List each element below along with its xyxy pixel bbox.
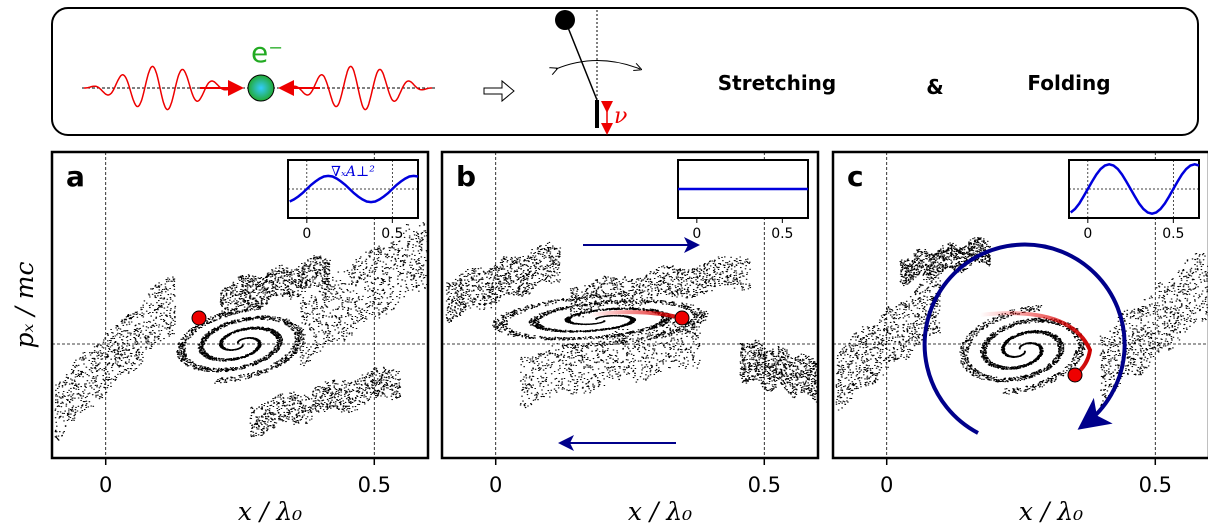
x-tick-label: 0 [489, 473, 502, 497]
plot-area [442, 152, 818, 458]
phase-space-points [445, 241, 818, 409]
x-axis-label: x / λ₀ [628, 497, 692, 525]
swing-arrow [556, 60, 640, 70]
phase-space-points [835, 237, 1208, 411]
folding: Folding [1027, 71, 1110, 95]
frequency-label: ν [614, 104, 627, 129]
plot-area [833, 152, 1208, 458]
x-tick-label: 0.5 [1139, 473, 1172, 497]
panel-frame [50, 150, 430, 460]
x-tick-label: 0 [880, 473, 893, 497]
panel: 0 0.5 c x / λ₀ 0 0.5 [831, 150, 1208, 525]
wave-right [284, 65, 432, 111]
x-tick-label: 0.5 [358, 473, 391, 497]
stretching: Stretching [718, 71, 836, 95]
electron [247, 74, 275, 102]
x-axis-label: x / λ₀ [238, 497, 302, 525]
inset-tick-label: 0.5 [771, 226, 793, 242]
particle [674, 310, 690, 326]
inset-line [289, 174, 419, 204]
pendulum-rod [564, 19, 598, 101]
panel-label: a [66, 160, 85, 193]
inset-tick-label: 0.5 [381, 226, 403, 242]
and: & [926, 75, 943, 99]
x-tick-label: 0 [99, 473, 112, 497]
particle [191, 310, 207, 326]
x-axis-label: x / λ₀ [1019, 497, 1083, 525]
inset-tick-label: 0 [692, 226, 701, 242]
phase-space-points [54, 222, 428, 441]
trajectory [589, 310, 683, 320]
panel: 0 0.5 a x / λ₀ 0 0.5 ∇ₓA⊥² [50, 150, 430, 525]
flow-arrow [922, 242, 1127, 435]
panel: 0 0.5 b x / λ₀ 0 0.5 [440, 150, 820, 525]
implies-arrow [483, 79, 515, 103]
header: e⁻ ν Stretching & Folding [51, 7, 1199, 136]
inset-tick-label: 0 [1083, 226, 1092, 242]
inset-label: ∇ₓA⊥² [331, 164, 375, 180]
particle-label: e⁻ [251, 36, 283, 69]
panel-frame [831, 150, 1208, 460]
y-axis-label: pₓ / mc [10, 262, 39, 349]
x-tick-label: 0.5 [748, 473, 781, 497]
pendulum-bob [555, 10, 575, 30]
inset-tick-label: 0 [302, 226, 311, 242]
particle [1067, 367, 1083, 383]
panels: 0 0.5 a x / λ₀ 0 0.5 ∇ₓA⊥² 0 0.5 b x / λ₀ 0 0.5 0 0.5 c… [50, 150, 1208, 525]
trajectory [979, 311, 1093, 377]
panel-frame [440, 150, 820, 460]
inset-line [1069, 163, 1200, 215]
panel-label: b [456, 160, 476, 193]
inset-tick-label: 0.5 [1162, 226, 1184, 242]
panel-label: c [847, 160, 864, 193]
wave-left [84, 65, 236, 111]
